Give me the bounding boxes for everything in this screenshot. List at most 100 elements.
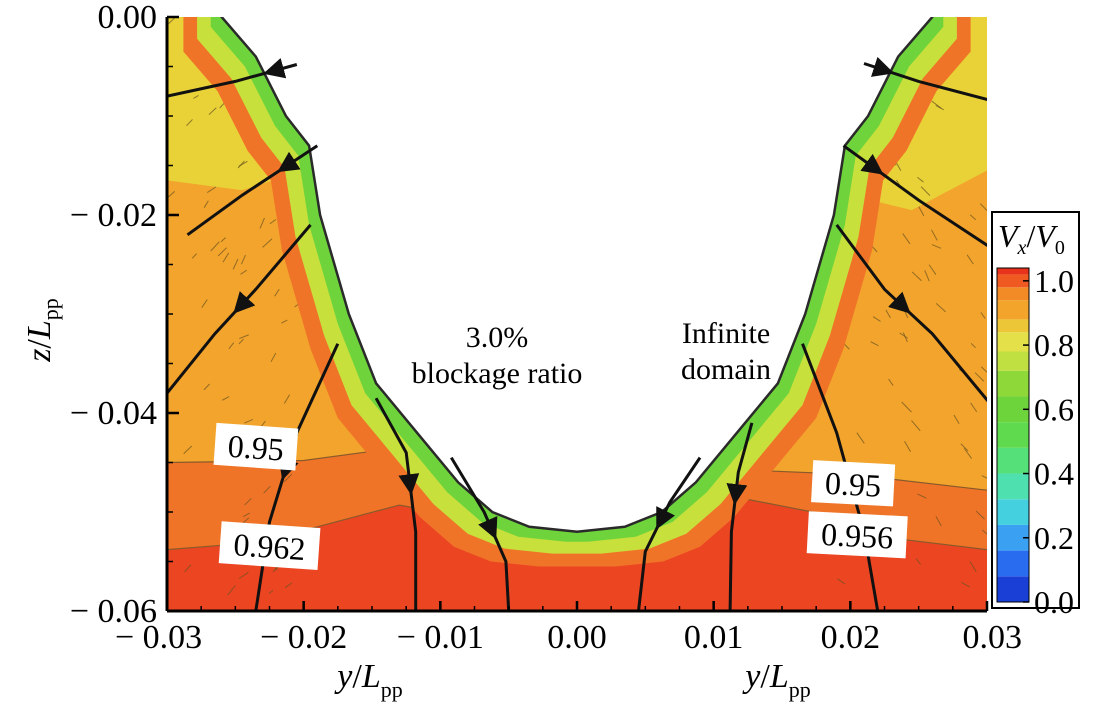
vector-arrow <box>918 206 925 217</box>
vector-arrow <box>191 253 198 259</box>
x-tick-label: 0.01 <box>684 619 744 656</box>
colorbar-swatch <box>997 319 1029 333</box>
right-caption-line2: domain <box>681 353 771 386</box>
colorbar-swatches <box>996 267 1030 603</box>
streamline-right-2-arrow <box>888 291 911 314</box>
streamline-left-0-arrow <box>263 58 287 79</box>
contour-label-3: 0.956 <box>806 511 908 559</box>
colorbar-tick-label: 0.4 <box>1034 456 1074 492</box>
vector-arrow <box>980 366 987 373</box>
colorbar-tick-label: 0.6 <box>1034 391 1074 427</box>
streamline-right-1-arrow <box>860 153 884 175</box>
vector-arrow <box>168 17 175 24</box>
y-axis-ticks: 0.00 − 0.02 − 0.04 − 0.06 <box>70 0 179 630</box>
vector-arrow <box>974 372 985 382</box>
vector-arrow <box>899 332 908 339</box>
x-tick-label: − 0.02 <box>260 619 347 656</box>
streamline-right-0-arrow <box>870 56 895 77</box>
vector-arrow <box>221 396 230 401</box>
vector-arrow <box>953 414 960 425</box>
contour-label-text: 0.962 <box>232 526 306 567</box>
contour-label-text: 0.95 <box>227 428 285 468</box>
vector-arrow <box>870 341 879 347</box>
vector-arrow <box>217 247 228 257</box>
contour-value-labels: 0.95 0.962 0.95 0.956 <box>213 422 908 571</box>
colorbar-swatch <box>997 422 1029 448</box>
streamline-right-4-arrow <box>726 483 748 506</box>
streamline-left-4-arrow <box>398 473 420 496</box>
vector-arrow <box>227 585 236 596</box>
streamline-left-1-arrow <box>277 151 301 173</box>
colorbar-swatch <box>997 370 1029 397</box>
contour-label-box <box>811 460 896 507</box>
y-tick-label: − 0.02 <box>70 197 157 234</box>
vector-arrow <box>975 510 985 520</box>
vector-arrow <box>184 564 192 573</box>
vector-arrow <box>263 485 271 494</box>
contour-label-1: 0.962 <box>218 521 321 571</box>
x-tick-label: 0.02 <box>821 619 881 656</box>
streamline-right-5-arrow <box>656 506 676 530</box>
vector-arrow <box>979 203 987 211</box>
vector-arrow <box>981 529 987 535</box>
x-tick-label: − 0.01 <box>397 619 484 656</box>
colorbar-swatch <box>997 274 1029 288</box>
colorbar-swatch <box>997 300 1029 320</box>
colorbar-swatch <box>997 447 1029 474</box>
vector-arrow <box>915 558 921 565</box>
vector-arrow <box>872 316 881 322</box>
vector-arrow <box>274 288 280 297</box>
y-tick-label: 0.00 <box>98 0 158 36</box>
vector-arrow <box>269 219 277 225</box>
left-panel-caption: 3.0% blockage ratio <box>412 321 583 390</box>
vector-arrow <box>961 581 971 588</box>
y-axis-title: z/Lpp <box>21 298 63 363</box>
contour-label-text: 0.95 <box>824 465 882 504</box>
vector-arrow <box>239 334 249 340</box>
contour-label-2: 0.95 <box>811 460 896 507</box>
colorbar-tick-label: 1.0 <box>1034 263 1074 299</box>
vector-arrow <box>935 516 942 527</box>
contour-field <box>167 17 987 611</box>
vector-arrow <box>183 445 193 455</box>
colorbar-outline <box>996 267 1030 603</box>
vector-arrow <box>193 95 199 99</box>
contour-label-box <box>213 422 299 471</box>
x-axis-title-right: y/Lpp <box>742 658 810 702</box>
vector-arrow <box>259 217 265 229</box>
vector-arrow <box>931 244 942 249</box>
vector-arrow <box>963 447 973 459</box>
vector-arrow <box>969 561 977 573</box>
vector-arrow <box>203 383 210 391</box>
colorbar-swatch <box>997 473 1029 500</box>
vector-arrow <box>920 186 931 196</box>
vector-arrow <box>980 312 986 319</box>
colorbar-swatch <box>997 332 1029 352</box>
x-tick-label: − 0.03 <box>115 619 202 656</box>
vector-arrow <box>888 378 894 386</box>
vector-arrow <box>284 582 293 589</box>
colorbar-swatch <box>997 576 1029 602</box>
vector-arrow <box>222 252 230 263</box>
streamline-left-2-arrow <box>233 291 256 314</box>
vector-arrow <box>911 271 922 282</box>
x-tick-label: 0.00 <box>547 619 607 656</box>
x-axis-ticks: − 0.03 − 0.02 − 0.01 0.00 0.01 0.02 0.03 <box>115 601 1022 656</box>
streamline-left-5-arrow <box>478 516 498 540</box>
vector-arrow <box>186 119 193 127</box>
vector-arrow <box>238 160 248 167</box>
vector-arrow <box>935 303 946 313</box>
vector-arrow <box>268 589 274 594</box>
vector-arrow <box>970 343 976 349</box>
vector-arrow <box>262 238 273 248</box>
vector-arrow <box>228 342 235 350</box>
y-tick-label: − 0.06 <box>70 593 157 630</box>
x-axis-title-left: y/Lpp <box>334 658 402 702</box>
vector-arrow <box>283 394 291 404</box>
vector-arrow <box>901 401 912 413</box>
vector-arrow <box>902 332 908 343</box>
vector-arrow <box>244 498 252 506</box>
vector-arrow <box>966 254 974 265</box>
colorbar-swatch <box>997 287 1029 301</box>
